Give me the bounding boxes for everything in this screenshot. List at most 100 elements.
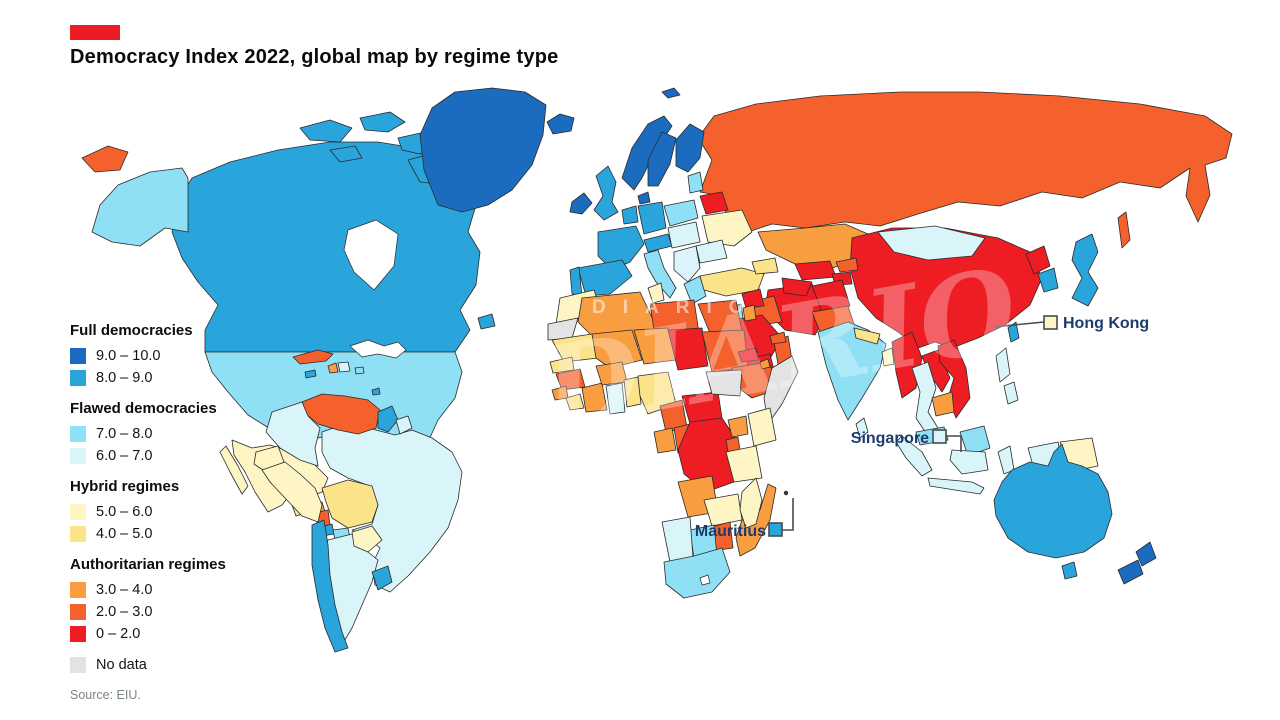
country-trinidad: [371, 387, 381, 396]
legend-item-label: 2.0 – 3.0: [96, 603, 153, 620]
legend-swatch-2-3: [70, 603, 86, 620]
annotation-hong-kong-swatch: [1043, 315, 1058, 330]
country-czech-slovakia-hungary: [667, 221, 701, 249]
legend-group-title: Full democracies: [70, 322, 193, 339]
annotation-singapore-label: Singapore: [851, 430, 929, 447]
country-india: [817, 321, 887, 421]
legend-item-label: 0 – 2.0: [96, 625, 141, 642]
hudson-bay: [343, 219, 399, 291]
country-south-africa: [663, 547, 731, 599]
country-belarus: [699, 191, 729, 215]
country-djibouti: [759, 358, 771, 370]
country-togo-benin: [623, 376, 642, 408]
annotation-mauritius-connector: [782, 498, 794, 531]
country-sierra-leone: [551, 385, 569, 401]
legend-group-authoritarian-regimes: Authoritarian regimes 3.0 – 4.0 2.0 – 3.…: [70, 556, 280, 642]
country-chad: [667, 327, 709, 371]
country-puerto-rico: [354, 366, 365, 375]
country-norway: [621, 115, 673, 191]
country-zambia: [703, 493, 743, 527]
country-jamaica: [304, 369, 317, 379]
country-bangladesh: [881, 347, 895, 367]
country-russia: [697, 91, 1233, 233]
country-suriname: [395, 415, 413, 435]
country-caucasus: [751, 257, 779, 275]
country-peru: [261, 461, 323, 523]
legend-item-label: 9.0 – 10.0: [96, 347, 161, 364]
legend-swatch-3-4: [70, 581, 86, 598]
country-spain: [577, 259, 633, 297]
legend-item-label: 8.0 – 9.0: [96, 369, 153, 386]
legend-swatch-6-7: [70, 447, 86, 464]
country-south-sudan: [705, 369, 743, 397]
country-myanmar: [891, 331, 923, 399]
legend-group-title: Authoritarian regimes: [70, 556, 226, 573]
country-eritrea: [737, 347, 759, 363]
country-venezuela: [301, 393, 381, 435]
annotation-hong-kong: Hong Kong: [992, 315, 1149, 332]
country-netherlands-belgium: [621, 205, 639, 225]
country-taiwan: [1007, 321, 1020, 343]
legend-item: 6.0 – 7.0: [70, 447, 280, 464]
legend-item: 8.0 – 9.0: [70, 369, 280, 386]
country-somalia: [763, 355, 799, 425]
legend-group-title: Hybrid regimes: [70, 478, 180, 495]
country-madagascar: [739, 477, 763, 529]
country-sweden: [647, 131, 677, 187]
country-chile: [311, 519, 349, 653]
country-new-zealand-south: [1117, 559, 1144, 585]
country-uae: [769, 331, 787, 345]
country-haiti: [327, 362, 339, 374]
country-canada: [171, 141, 481, 353]
country-turkmenistan: [781, 277, 813, 297]
country-kenya: [747, 407, 777, 447]
country-indonesia-sulawesi: [997, 445, 1015, 475]
country-jordan: [742, 304, 757, 322]
country-cuba: [292, 349, 334, 365]
country-bolivia: [321, 479, 379, 529]
legend-group-hybrid-regimes: Hybrid regimes 5.0 – 6.0 4.0 – 5.0: [70, 478, 280, 542]
legend-item: 0 – 2.0: [70, 625, 280, 642]
country-greece: [683, 275, 707, 305]
country-syria: [741, 288, 765, 309]
country-indonesia-sumatra: [895, 435, 933, 477]
country-france: [597, 225, 645, 271]
legend-group-full-democracies: Full democracies 9.0 – 10.0 8.0 – 9.0: [70, 322, 280, 386]
legend: Full democracies 9.0 – 10.0 8.0 – 9.0 Fl…: [70, 322, 280, 702]
legend-item-label: No data: [96, 656, 147, 673]
country-north-korea: [1025, 245, 1051, 275]
country-namibia: [661, 516, 694, 563]
legend-item-label: 7.0 – 8.0: [96, 425, 153, 442]
country-uruguay: [371, 565, 393, 591]
country-uk: [593, 165, 619, 221]
legend-item-label: 5.0 – 6.0: [96, 503, 153, 520]
legend-item: 4.0 – 5.0: [70, 525, 280, 542]
country-paraguay: [351, 525, 383, 553]
legend-swatch-8-9: [70, 369, 86, 386]
legend-group-flawed-democracies: Flawed democracies 7.0 – 8.0 6.0 – 7.0: [70, 400, 280, 464]
annotation-hong-kong-label: Hong Kong: [1063, 315, 1149, 332]
legend-group-title: Flawed democracies: [70, 400, 217, 417]
country-colombia: [265, 401, 321, 467]
accent-bar: [70, 25, 120, 40]
country-philippines-south: [1003, 381, 1019, 405]
country-vietnam: [937, 339, 971, 419]
country-lesotho: [699, 574, 711, 586]
country-ghana: [605, 382, 626, 415]
legend-item-no-data: No data: [70, 656, 280, 673]
legend-swatch-7-8: [70, 425, 86, 442]
country-ireland: [569, 192, 593, 215]
country-liberia: [565, 393, 585, 411]
annotation-singapore-swatch: [932, 429, 947, 444]
country-usa-alaska: [91, 167, 189, 247]
country-philippines-luzon: [995, 347, 1011, 383]
country-nepal: [853, 327, 881, 345]
country-australia: [993, 443, 1113, 559]
legend-item-label: 6.0 – 7.0: [96, 447, 153, 464]
country-canada-island-2: [359, 111, 406, 133]
legend-swatch-5-6: [70, 503, 86, 520]
country-dr-congo: [677, 417, 739, 493]
country-gabon: [653, 427, 677, 454]
country-uganda: [727, 415, 749, 438]
country-russia-sakhalin: [1117, 211, 1131, 249]
